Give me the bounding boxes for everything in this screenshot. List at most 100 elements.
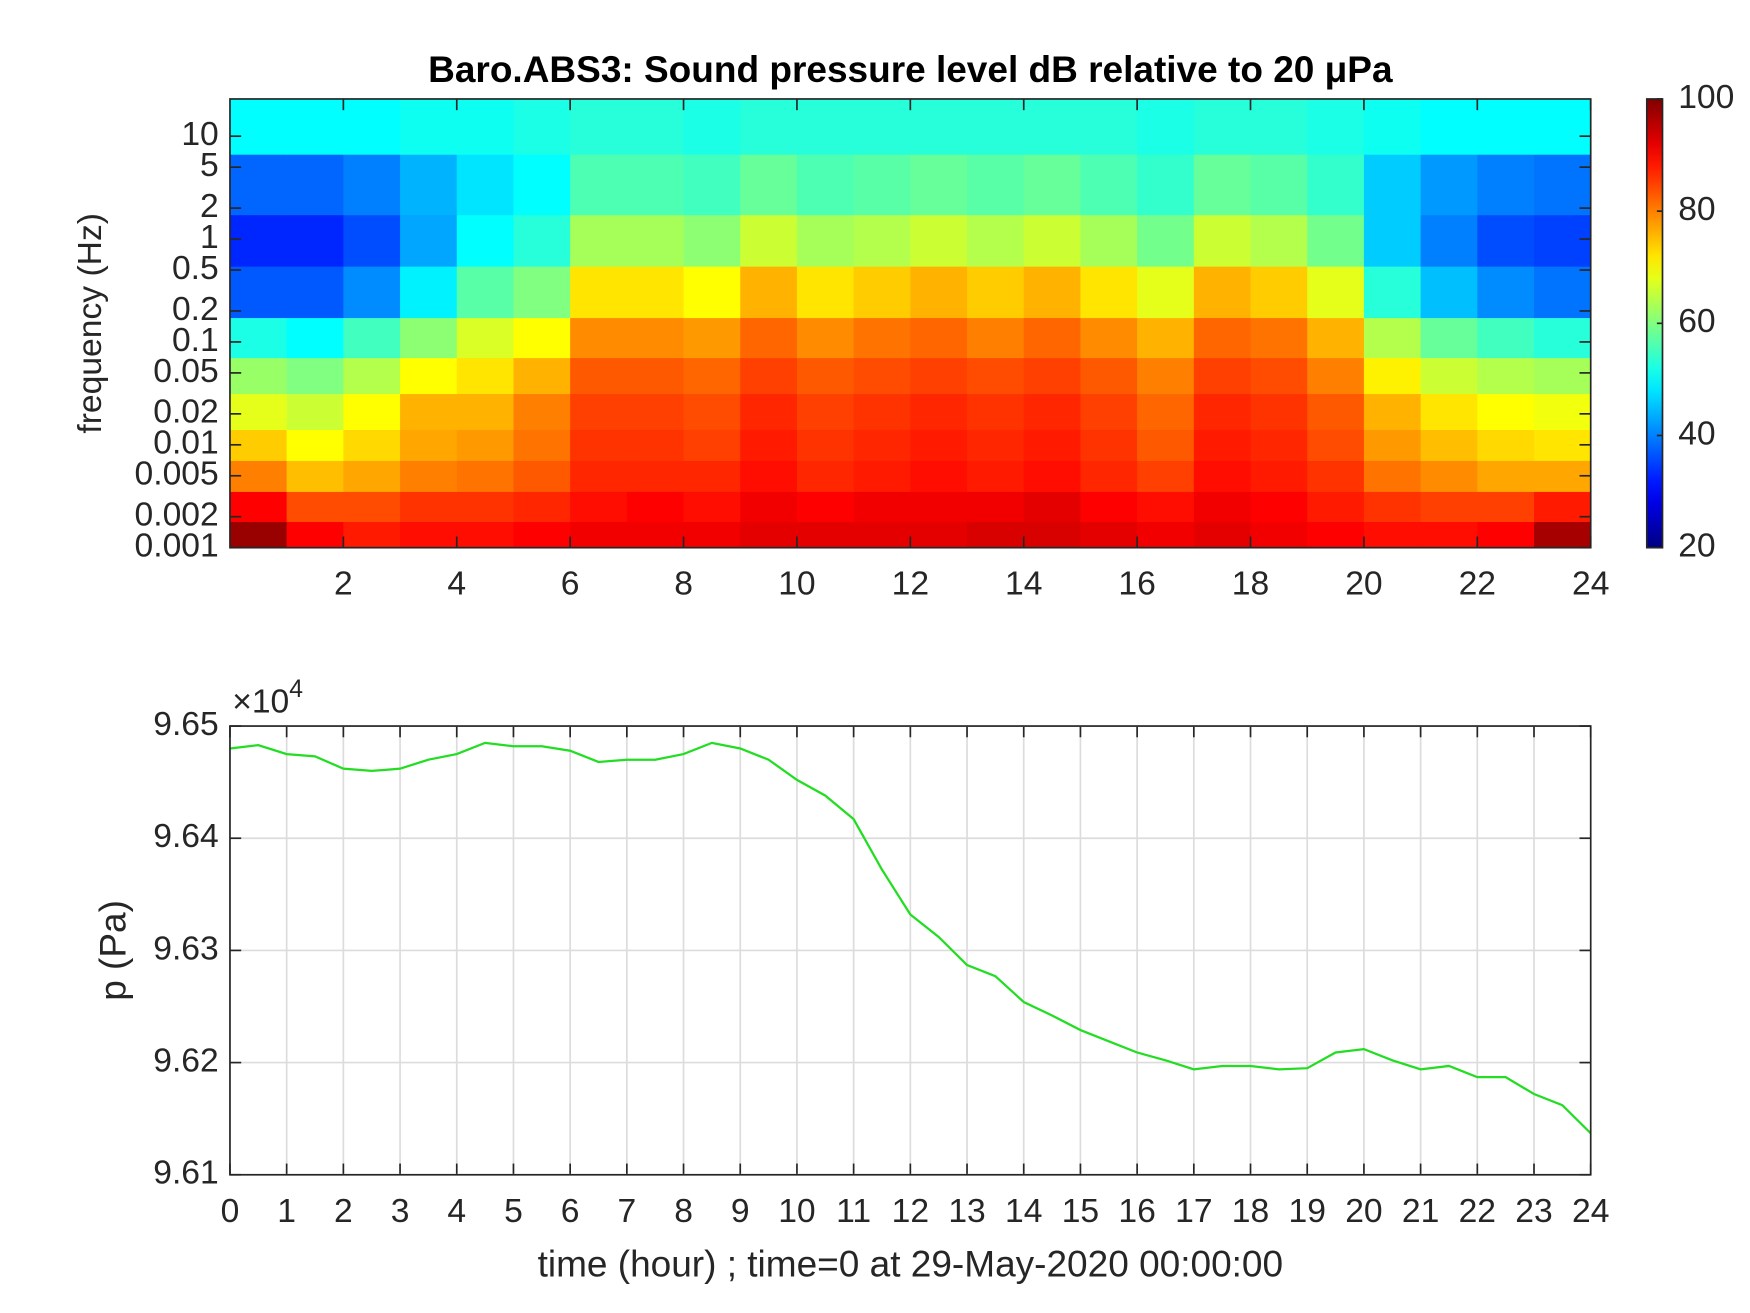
heatmap-cell [1137, 317, 1195, 359]
y-tick-label: 9.65 [153, 706, 218, 743]
heatmap-cell [796, 98, 855, 155]
heatmap-cell [1080, 429, 1138, 461]
x-axis-label: time (hour) ; time=0 at 29-May-2020 00:0… [538, 1243, 1284, 1285]
heatmap-cell [1023, 357, 1082, 395]
heatmap-cell [740, 460, 798, 492]
heatmap-cell [286, 317, 345, 359]
y-tick-label: 0.002 [135, 497, 219, 534]
colorbar-tick-label: 100 [1678, 79, 1734, 116]
heatmap-cell [1534, 214, 1592, 267]
heatmap-cell [400, 491, 458, 523]
y-tick-label: 0.001 [135, 528, 219, 565]
axes-box [229, 725, 1592, 1176]
heatmap-cell [1023, 265, 1082, 319]
heatmap-cell [626, 154, 685, 216]
heatmap-cell [740, 429, 798, 461]
heatmap-cell [286, 491, 345, 523]
y-tick-label: 0.005 [135, 456, 219, 493]
heatmap-cell [1307, 265, 1365, 319]
heatmap-cell [1363, 393, 1422, 430]
heatmap-cell [626, 429, 685, 461]
heatmap-cell [570, 429, 628, 461]
heatmap-cell [570, 214, 628, 267]
heatmap-cell [1250, 521, 1308, 549]
heatmap-cell [1250, 265, 1308, 319]
x-tick-label: 5 [504, 1193, 523, 1230]
heatmap-cell [343, 98, 401, 155]
heatmap-cell [1137, 491, 1195, 523]
x-tick-label: 21 [1402, 1193, 1439, 1230]
heatmap-cell [796, 393, 855, 430]
heatmap-cell [456, 154, 515, 216]
heatmap-cell [570, 491, 628, 523]
heatmap-cell [1137, 429, 1195, 461]
heatmap-cell [1363, 98, 1422, 155]
heatmap-cell [1193, 214, 1252, 267]
heatmap-cell [1420, 214, 1478, 267]
x-tick-label: 6 [561, 566, 580, 603]
y-tick-label: 0.05 [153, 353, 218, 390]
heatmap-cell [1420, 317, 1478, 359]
colorbar-tick-label: 80 [1678, 191, 1715, 228]
heatmap-cell [400, 154, 458, 216]
x-tick-label: 24 [1572, 566, 1609, 603]
heatmap-cell [1193, 357, 1252, 395]
heatmap-cell [967, 521, 1025, 549]
heatmap-cell [400, 98, 458, 155]
heatmap-cell [626, 460, 685, 492]
heatmap-cell [513, 265, 571, 319]
heatmap-cell [343, 154, 401, 216]
heatmap-cell [910, 521, 968, 549]
heatmap-cell [513, 521, 571, 549]
heatmap-cell [796, 265, 855, 319]
heatmap-cell [796, 154, 855, 216]
heatmap-cell [229, 393, 288, 430]
heatmap-cell [1420, 460, 1478, 492]
heatmap-cell [1250, 429, 1308, 461]
heatmap-cell [343, 491, 401, 523]
x-tick-label: 16 [1118, 566, 1155, 603]
heatmap-cell [740, 317, 798, 359]
heatmap-cell [796, 317, 855, 359]
heatmap-cell [796, 357, 855, 395]
heatmap-cell [910, 154, 968, 216]
heatmap-cell [967, 265, 1025, 319]
heatmap-cell [456, 460, 515, 492]
heatmap-cell [400, 393, 458, 430]
heatmap-cell [1477, 317, 1535, 359]
heatmap-cell [1080, 521, 1138, 549]
heatmap-cell [1363, 491, 1422, 523]
heatmap-cell [626, 357, 685, 395]
heatmap-cell [1193, 491, 1252, 523]
heatmap-cell [1193, 154, 1252, 216]
y-tick-label: 9.63 [153, 930, 218, 967]
heatmap-cell [796, 460, 855, 492]
heatmap-cell [1023, 460, 1082, 492]
heatmap-cell [626, 393, 685, 430]
heatmap-cell [683, 98, 741, 155]
heatmap-cell [1137, 357, 1195, 395]
heatmap-cell [1477, 154, 1535, 216]
heatmap-cell [1023, 491, 1082, 523]
heatmap-cell [683, 521, 741, 549]
y-tick-label: 9.62 [153, 1042, 218, 1079]
heatmap-cell [1307, 98, 1365, 155]
heatmap-cell [853, 357, 912, 395]
heatmap-cell [740, 521, 798, 549]
heatmap-cell [1250, 98, 1308, 155]
colorbar-tick-label: 20 [1678, 528, 1715, 565]
x-tick-label: 6 [561, 1193, 580, 1230]
heatmap-cell [626, 317, 685, 359]
heatmap-cell [910, 491, 968, 523]
x-tick-label: 12 [892, 566, 929, 603]
heatmap-cell [1023, 317, 1082, 359]
heatmap-cell [400, 460, 458, 492]
heatmap-cell [1137, 154, 1195, 216]
heatmap-cell [343, 317, 401, 359]
heatmap-cell [1307, 214, 1365, 267]
heatmap-cell [626, 491, 685, 523]
heatmap-cell [513, 491, 571, 523]
heatmap-cell [1193, 98, 1252, 155]
heatmap-cell [626, 98, 685, 155]
